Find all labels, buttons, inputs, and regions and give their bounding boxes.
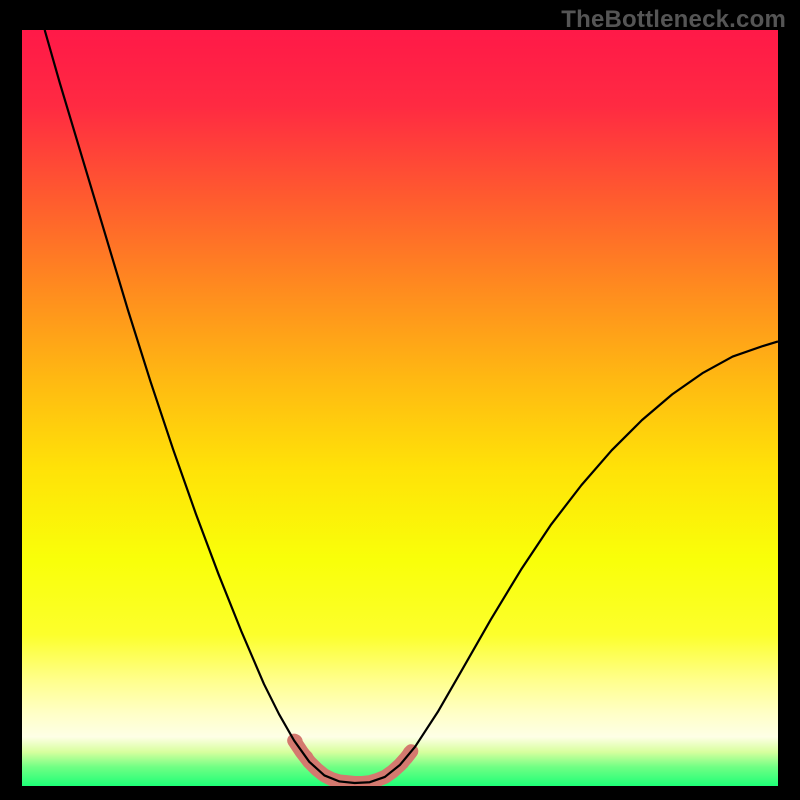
bottleneck-chart	[22, 30, 778, 786]
plot-background	[22, 30, 778, 786]
chart-svg	[22, 30, 778, 786]
chart-container: TheBottleneck.com	[0, 0, 800, 800]
